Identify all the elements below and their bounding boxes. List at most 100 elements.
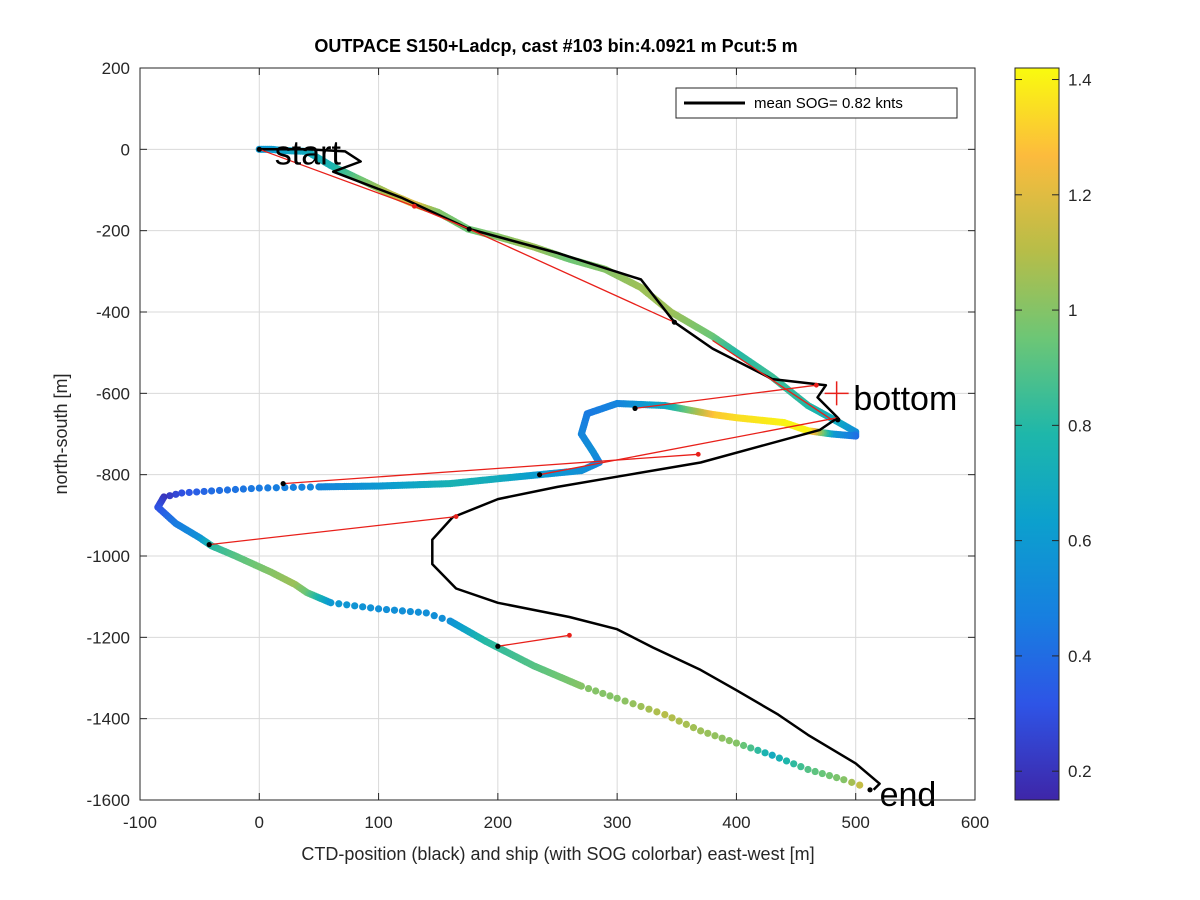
x-tick-label: 200 (484, 813, 512, 832)
y-tick-label: -1200 (87, 628, 130, 647)
red-marker (567, 632, 572, 638)
ship-track-point (335, 600, 343, 608)
annotation-end: end (880, 776, 937, 814)
ship-track-point (825, 772, 834, 780)
ship-track-point (398, 607, 407, 615)
ship-track-point (668, 714, 676, 722)
ship-track-point (306, 483, 315, 491)
y-tick-label: -600 (96, 384, 130, 403)
ship-track-point (255, 484, 263, 492)
ship-track-point (327, 599, 335, 607)
ship-track-point (761, 749, 769, 757)
ship-track-point (629, 700, 637, 708)
ship-track-point (856, 781, 864, 789)
black-marker (280, 481, 286, 487)
ship-track-point (653, 708, 661, 716)
ship-track-point (193, 488, 201, 496)
ship-track-point (775, 754, 783, 762)
ship-track-point (382, 605, 391, 614)
markers (206, 146, 873, 793)
ship-track-point (621, 697, 629, 705)
x-tick-label: 0 (255, 813, 264, 832)
y-tick-label: 200 (102, 59, 130, 78)
red-segment (468, 228, 675, 323)
ship-track-point (247, 484, 255, 493)
ship-track-point (790, 760, 798, 768)
colorbar: 0.2 0.4 0.6 0.8 1 1.2 1.4 (1014, 67, 1092, 801)
ship-track-point (215, 486, 224, 495)
colorbar-gradient (1014, 67, 1060, 801)
y-tick-label: -1000 (87, 547, 130, 566)
ship-track-point (811, 767, 819, 776)
ship-track-point (172, 490, 180, 498)
ship-track-point (207, 487, 216, 495)
x-axis-label: CTD-position (black) and ship (with SOG … (301, 844, 814, 864)
red-marker (813, 382, 819, 388)
ship-track-point (711, 732, 719, 740)
colorbar-ticks: 0.2 0.4 0.6 0.8 1 1.2 1.4 (1015, 71, 1092, 781)
ship-track-point (675, 717, 683, 725)
ship-track-point (178, 489, 186, 497)
legend: mean SOG= 0.82 knts (675, 87, 958, 119)
ship-track-point (833, 774, 841, 782)
ship-track-point (289, 483, 297, 491)
ship-track-point (166, 492, 174, 500)
ship-track-point (689, 724, 698, 732)
ship-track-point (704, 729, 712, 737)
y-tick-label: -1400 (87, 710, 130, 729)
black-marker (835, 417, 841, 423)
x-tick-label: 300 (603, 813, 631, 832)
colorbar-tick-label: 0.2 (1068, 762, 1092, 781)
ship-track-point (768, 751, 776, 759)
red-segment (539, 417, 838, 476)
black-marker (495, 643, 501, 649)
ship-track-point (818, 769, 826, 778)
ship-track-point (661, 711, 669, 719)
annotation-bottom: bottom (853, 380, 957, 418)
ship-track-point (351, 602, 359, 610)
ship-track-point (725, 737, 733, 745)
ship-track-point (359, 603, 367, 611)
ship-track-point (584, 684, 593, 693)
ship-track-point (239, 485, 247, 493)
colorbar-tick-label: 1.4 (1068, 71, 1092, 90)
ship-track-point (592, 687, 600, 695)
ship-track-point (682, 720, 690, 728)
red-segment (283, 453, 699, 485)
ship-track-point (754, 746, 762, 754)
ship-track-point (374, 605, 383, 613)
ship-track-point (697, 727, 705, 735)
ship-track-point (231, 485, 240, 494)
ship-track-point (797, 763, 805, 771)
y-tick-label: -1600 (87, 791, 130, 810)
colorbar-tick-label: 1.2 (1068, 186, 1092, 205)
y-tick-label: -400 (96, 303, 130, 322)
ship-track-point (430, 612, 438, 620)
legend-entry: mean SOG= 0.82 knts (754, 95, 903, 112)
red-segment (497, 634, 570, 647)
red-marker (411, 203, 417, 209)
x-tick-label: -100 (123, 813, 157, 832)
black-marker (537, 472, 543, 478)
ship-track-point (272, 484, 280, 492)
ship-track-point (577, 682, 585, 690)
ship-track-point (747, 744, 755, 752)
ship-track-point (200, 487, 208, 496)
ship-track-point (414, 608, 422, 616)
ship-track-point (223, 486, 232, 494)
ship-track-point (406, 607, 414, 616)
ship-track-point (438, 614, 446, 622)
y-tick-label: 0 (121, 140, 130, 159)
ship-track-point (298, 483, 306, 491)
ship-track-point (637, 702, 645, 711)
ship-track-point (390, 606, 399, 614)
ship-track-point (185, 488, 193, 497)
ship-track-point (599, 689, 607, 698)
ship-track-point (718, 734, 726, 742)
red-segment (634, 384, 817, 410)
red-segment (209, 515, 457, 546)
ship-track-point (367, 604, 375, 612)
colorbar-tick-label: 0.6 (1068, 532, 1092, 551)
ship-track-point (645, 705, 653, 713)
